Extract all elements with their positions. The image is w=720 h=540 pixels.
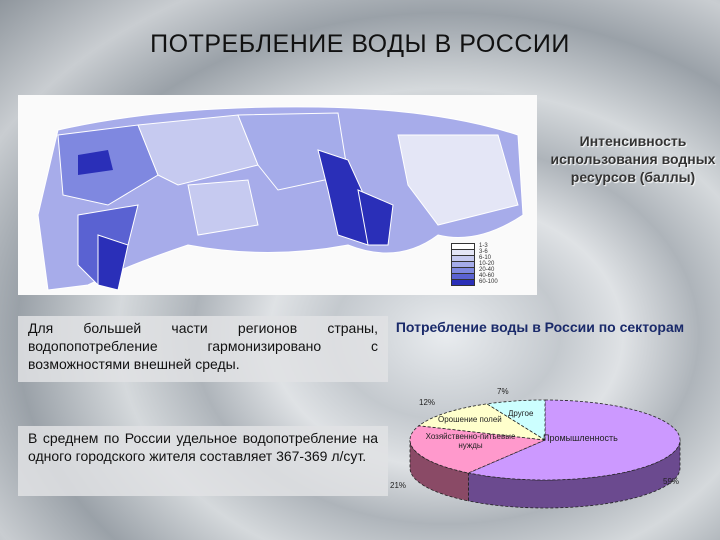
russia-water-map: 1-3 3-6 6-10 10-20 20-40 40-60 60-100 (18, 95, 537, 295)
slice-label-household: Хозяйственно-питьевые нужды (425, 432, 516, 450)
legend-label: 6-10 (479, 255, 492, 261)
legend-label: 3-6 (479, 249, 488, 255)
map-legend-item: 60-100 (451, 278, 498, 286)
pie-slice-Орошение полей (417, 403, 546, 441)
legend-label: 1-3 (479, 243, 488, 249)
text-box-harmonized: Для большей части регионов страны, водоп… (18, 316, 388, 382)
text-box-average-consumption: В среднем по России удельное водопотребл… (18, 426, 388, 496)
legend-label: 60-100 (479, 279, 498, 285)
value-label-12: 12% (419, 398, 436, 407)
value-label-7: 7% (497, 387, 509, 396)
map-legend: 1-3 3-6 6-10 10-20 20-40 40-60 60-100 (451, 242, 498, 286)
slice-label-irrigation: Орошение полей (438, 415, 502, 424)
pie-slice-Промышленность (467, 399, 681, 481)
legend-label: 40-60 (479, 273, 495, 279)
slice-label-other: Другое (508, 409, 534, 418)
value-label-59: 59% (663, 477, 680, 486)
pie-slice-Другое (485, 399, 546, 441)
legend-label: 10-20 (479, 261, 495, 267)
pie-slice-Хозяйственно-питьевые нужды (409, 425, 547, 474)
map-legend-title: Интенсивность использования водных ресур… (550, 133, 716, 185)
slide-title: ПОТРЕБЛЕНИЕ ВОДЫ В РОССИИ (150, 30, 570, 58)
legend-swatch (451, 278, 475, 286)
value-label-21: 21% (390, 481, 407, 490)
pie-chart-title: Потребление воды в России по секторам (395, 319, 685, 335)
legend-label: 20-40 (479, 267, 495, 273)
slice-label-industry: Промышленность (543, 433, 618, 443)
